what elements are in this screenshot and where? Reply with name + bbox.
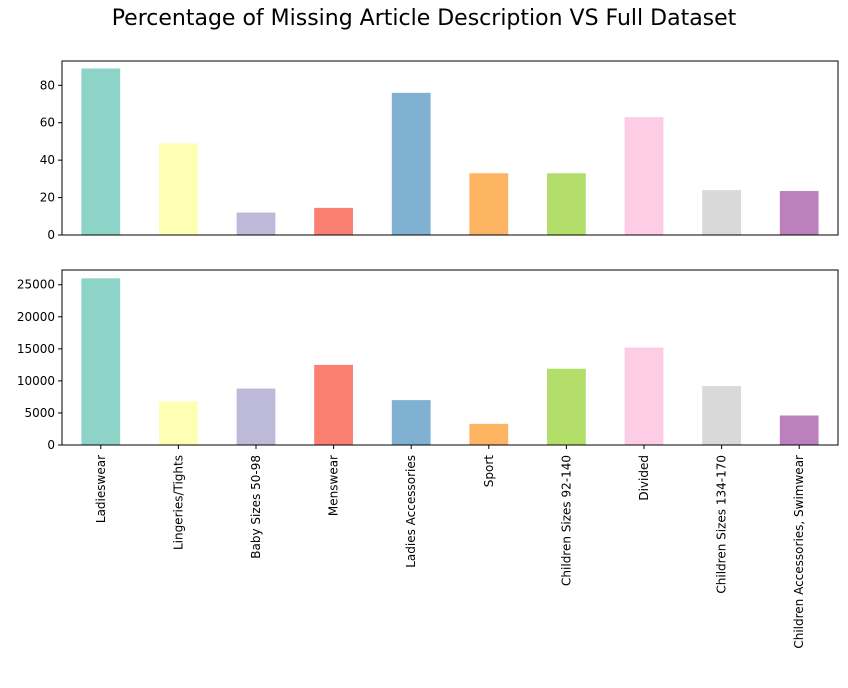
bar-2-7 xyxy=(547,368,586,445)
x-tick-label-3: Baby Sizes 50-98 xyxy=(249,455,263,559)
bar-1-10 xyxy=(779,191,819,235)
bar-1-9 xyxy=(702,190,741,235)
figure-title: Percentage of Missing Article Descriptio… xyxy=(111,6,737,31)
y-tick-label-1-5: 80 xyxy=(40,78,55,92)
y-tick-label-2-2: 5000 xyxy=(24,406,55,420)
bar-2-5 xyxy=(391,400,431,445)
x-tick-label-6: Sport xyxy=(482,455,496,488)
x-tick-label-9: Children Sizes 134-170 xyxy=(715,455,729,594)
bar-2-4 xyxy=(314,364,353,445)
bar-2-6 xyxy=(469,423,509,445)
bar-1-8 xyxy=(624,117,664,235)
axes-frame-2 xyxy=(61,269,839,446)
x-tick-label-1: Ladieswear xyxy=(94,455,108,523)
bar-2-9 xyxy=(702,386,741,445)
bar-1-3 xyxy=(236,212,276,235)
bar-1-2 xyxy=(159,143,198,235)
bar-2-2 xyxy=(159,401,198,445)
y-tick-label-1-4: 60 xyxy=(40,116,55,130)
y-tick-label-1-2: 20 xyxy=(40,191,55,205)
y-tick-label-1-3: 40 xyxy=(40,153,55,167)
bar-2-10 xyxy=(779,415,819,445)
y-tick-label-2-6: 25000 xyxy=(17,278,55,292)
y-tick-label-2-1: 0 xyxy=(47,438,55,452)
chart-panel-2: 0 5000 10000 15000 20000 25000 Ladieswear Linge… xyxy=(17,269,839,649)
y-tick-label-1-1: 0 xyxy=(47,228,55,242)
x-tick-label-2: Lingeries/Tights xyxy=(171,455,185,550)
chart-panel-1: 0 20 40 60 80 xyxy=(40,60,839,242)
y-tick-label-2-5: 20000 xyxy=(17,310,55,324)
bar-2-3 xyxy=(236,388,276,445)
x-tick-label-8: Divided xyxy=(637,455,651,501)
x-tick-label-7: Children Sizes 92-140 xyxy=(559,455,573,586)
bar-1-7 xyxy=(547,173,586,235)
y-tick-label-2-3: 10000 xyxy=(17,374,55,388)
bar-1-4 xyxy=(314,207,353,235)
bar-1-5 xyxy=(391,92,431,235)
x-tick-label-10: Children Accessories, Swimwear xyxy=(792,455,806,649)
axes-frame-1 xyxy=(61,60,839,236)
bar-1-1 xyxy=(81,68,121,235)
y-tick-label-2-4: 15000 xyxy=(17,342,55,356)
x-tick-label-5: Ladies Accessories xyxy=(404,455,418,568)
bar-1-6 xyxy=(469,173,509,235)
x-tick-label-4: Menswear xyxy=(327,455,341,516)
bar-2-8 xyxy=(624,347,664,445)
bar-2-1 xyxy=(81,278,121,445)
